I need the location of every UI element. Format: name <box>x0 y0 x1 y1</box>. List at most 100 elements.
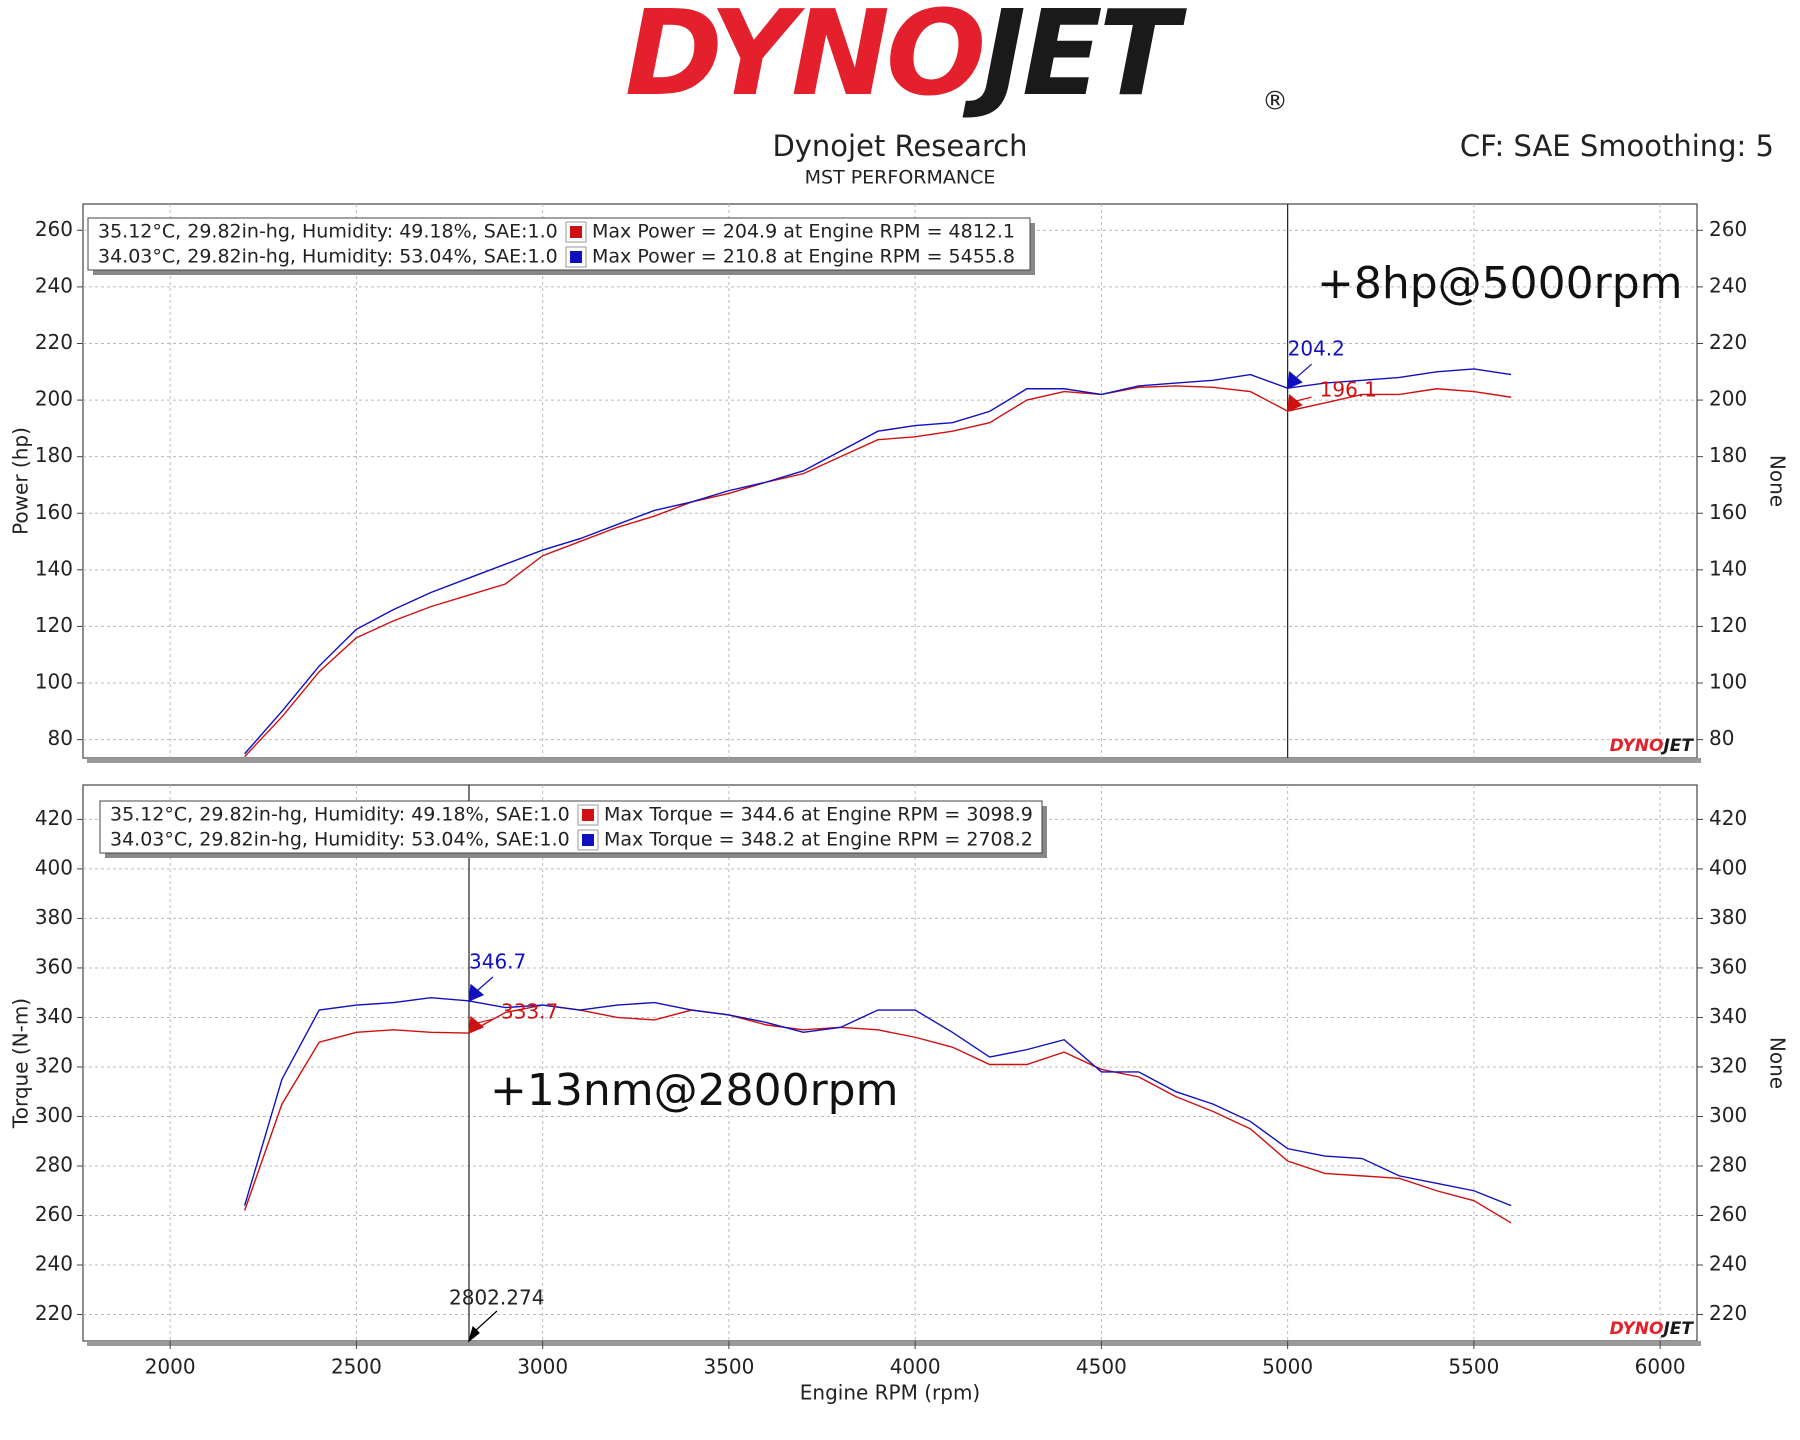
series-group <box>244 368 1512 758</box>
cursor-readout-arrow <box>468 976 494 1002</box>
y-axis-label: Power (hp) <box>9 427 33 535</box>
cursor-readout-arrow <box>1286 363 1313 390</box>
y2-tick-label: 420 <box>1709 806 1747 830</box>
plot-shadow <box>87 758 1701 763</box>
y-tick-label: 260 <box>35 1202 73 1226</box>
y-tick-label: 360 <box>35 954 73 978</box>
cursor-readout-label: 196.1 <box>1320 378 1377 402</box>
y2-tick-label: 140 <box>1709 556 1747 580</box>
settings-text: CF: SAE Smoothing: 5 <box>1460 129 1774 163</box>
plot-shadow <box>87 1341 1701 1346</box>
legend-swatch <box>570 251 582 263</box>
cursor-readout-arrow <box>468 1015 494 1035</box>
series-line <box>243 996 1512 1207</box>
legend-label: 35.12°C, 29.82in-hg, Humidity: 49.18%, S… <box>110 804 570 826</box>
y-tick-label: 220 <box>35 1301 73 1325</box>
cursor-readout-label: 333.7 <box>501 1000 558 1024</box>
x-tick-label: 3000 <box>517 1355 568 1379</box>
y-tick-label: 420 <box>35 806 73 830</box>
y2-tick-label: 240 <box>1709 273 1747 297</box>
y2-tick-label: 200 <box>1709 387 1747 411</box>
plot-area <box>82 784 1698 1342</box>
corner-logo-black: JET <box>1660 1319 1694 1339</box>
x-tick-label: 6000 <box>1635 1355 1686 1379</box>
y2-tick-label: 380 <box>1709 905 1747 929</box>
y-tick-label: 220 <box>35 330 73 354</box>
y2-tick-label: 180 <box>1709 443 1747 467</box>
corner-logo-black: JET <box>1660 736 1694 756</box>
x-tick-label: 5000 <box>1262 1355 1313 1379</box>
y2-tick-label: 220 <box>1709 1301 1747 1325</box>
y2-tick-label: 100 <box>1709 670 1747 694</box>
y-tick-label: 80 <box>48 726 73 750</box>
y-tick-label: 180 <box>35 443 73 467</box>
y-tick-label: 260 <box>35 217 73 241</box>
legend <box>87 217 1031 271</box>
corner-logo: DYNOJET <box>1610 1319 1695 1339</box>
legend-max-label: Max Torque = 348.2 at Engine RPM = 2708.… <box>604 829 1033 851</box>
x-tick-label: 2500 <box>331 1355 382 1379</box>
legend-swatch <box>570 226 582 238</box>
corner-logo-red: DYNO <box>1610 736 1664 756</box>
y2-tick-label: 120 <box>1709 613 1747 637</box>
logo-black: JET <box>962 0 1188 122</box>
logo-red: DYNO <box>625 0 983 122</box>
x-tick-label: 4000 <box>890 1355 941 1379</box>
x-tick-label: 2000 <box>145 1355 196 1379</box>
y2-tick-label: 300 <box>1709 1103 1747 1127</box>
y-axis-label: Torque (N-m) <box>9 998 33 1129</box>
legend-label: 35.12°C, 29.82in-hg, Humidity: 49.18%, S… <box>98 221 558 243</box>
series-line <box>244 368 1512 755</box>
y-tick-label: 320 <box>35 1053 73 1077</box>
y2-tick-label: 280 <box>1709 1152 1747 1176</box>
y2-tick-label: 320 <box>1709 1053 1747 1077</box>
series-line <box>244 385 1512 758</box>
legend-label: 34.03°C, 29.82in-hg, Humidity: 53.04%, S… <box>98 246 558 268</box>
cursor-x-arrow <box>467 1310 498 1343</box>
x-tick-label: 3500 <box>703 1355 754 1379</box>
annotation: +13nm@2800rpm <box>490 1065 898 1116</box>
cursor-readout-label: 346.7 <box>469 949 526 973</box>
y-tick-label: 100 <box>35 670 73 694</box>
y2-tick-label: 160 <box>1709 500 1747 524</box>
page-title: Dynojet Research <box>772 129 1027 163</box>
legend-label: 34.03°C, 29.82in-hg, Humidity: 53.04%, S… <box>110 829 570 851</box>
y-tick-label: 120 <box>35 613 73 637</box>
logo: DYNOJET <box>625 0 1188 122</box>
cursor-x-label: 2802.274 <box>449 1286 544 1310</box>
legend <box>99 800 1043 854</box>
y2-tick-label: 360 <box>1709 954 1747 978</box>
y2-tick-label: 240 <box>1709 1252 1747 1276</box>
page-subtitle: MST PERFORMANCE <box>805 167 996 189</box>
corner-logo: DYNOJET <box>1610 736 1695 756</box>
x-axis-label: Engine RPM (rpm) <box>800 1381 980 1405</box>
y2-tick-label: 260 <box>1709 1202 1747 1226</box>
y-tick-label: 140 <box>35 556 73 580</box>
y-tick-label: 380 <box>35 905 73 929</box>
legend-swatch <box>582 834 594 846</box>
series-line <box>243 1004 1512 1224</box>
series-group <box>243 996 1512 1224</box>
y2-tick-label: 220 <box>1709 330 1747 354</box>
y-tick-label: 400 <box>35 855 73 879</box>
x-tick-label: 5500 <box>1448 1355 1499 1379</box>
legend-max-label: Max Power = 204.9 at Engine RPM = 4812.1 <box>592 221 1015 243</box>
y2-tick-label: 260 <box>1709 217 1747 241</box>
y2-axis-label: None <box>1766 1037 1790 1089</box>
y-tick-label: 200 <box>35 387 73 411</box>
y-tick-label: 280 <box>35 1152 73 1176</box>
cursor-readout-arrow <box>1286 393 1312 413</box>
legend-max-label: Max Torque = 344.6 at Engine RPM = 3098.… <box>604 804 1033 826</box>
y2-tick-label: 340 <box>1709 1004 1747 1028</box>
legend-swatch <box>582 809 594 821</box>
y2-tick-label: 400 <box>1709 855 1747 879</box>
y2-tick-label: 80 <box>1709 726 1734 750</box>
corner-logo-red: DYNO <box>1610 1319 1664 1339</box>
legend-max-label: Max Power = 210.8 at Engine RPM = 5455.8 <box>592 246 1015 268</box>
plot-area <box>82 203 1698 759</box>
x-tick-label: 4500 <box>1076 1355 1127 1379</box>
registered-mark: ® <box>1262 87 1288 117</box>
y2-axis-label: None <box>1766 455 1790 507</box>
y-tick-label: 160 <box>35 500 73 524</box>
